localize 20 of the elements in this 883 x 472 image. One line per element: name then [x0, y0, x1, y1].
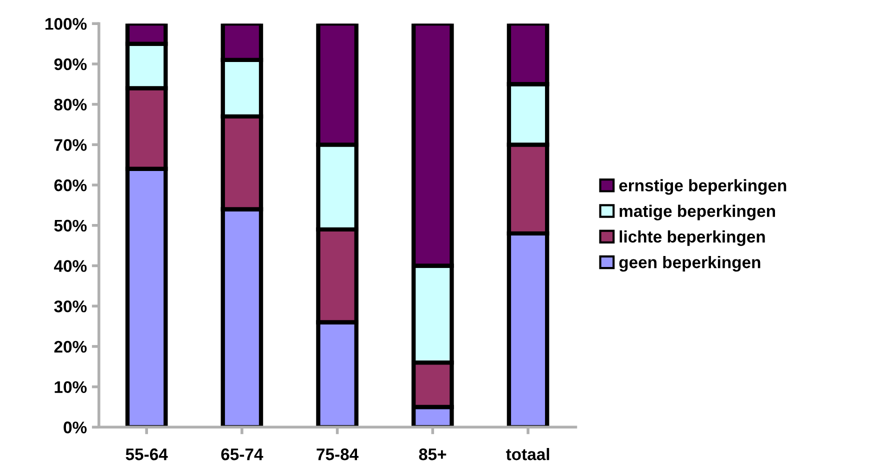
y-tick-label: 40%	[54, 260, 87, 272]
x-tick-label: 85+	[419, 448, 446, 460]
legend-label: ernstige beperkingen	[619, 179, 786, 195]
y-tick-label: 50%	[54, 220, 87, 232]
y-tick-label: 60%	[54, 179, 87, 192]
legend-label: geen beperkingen	[619, 256, 760, 272]
y-tick-label: 0%	[64, 422, 87, 434]
y-tick-label: 30%	[54, 300, 87, 312]
x-tick-label: 65-74	[221, 448, 264, 460]
x-tick-label: 55-64	[126, 448, 168, 460]
y-tick-label: 90%	[54, 58, 87, 70]
y-tick-label: 10%	[54, 381, 87, 394]
y-tick-label: 70%	[54, 139, 87, 151]
x-tick-label: 75-84	[316, 448, 359, 460]
y-tick-label: 20%	[54, 340, 87, 353]
y-tick-label: 80%	[54, 98, 87, 111]
y-tick-label: 100%	[46, 18, 87, 30]
x-tick-label: totaal	[506, 448, 550, 460]
legend-label: matige beperkingen	[620, 204, 775, 220]
legend-label: lichte beperkingen	[620, 230, 765, 246]
